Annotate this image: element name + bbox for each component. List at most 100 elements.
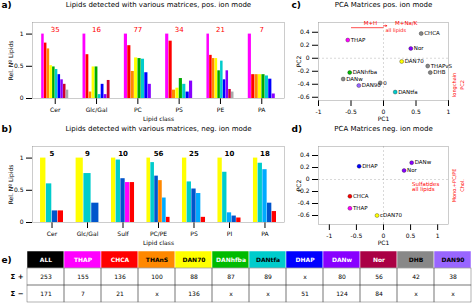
svg-text:0: 0: [383, 80, 387, 86]
svg-text:89: 89: [264, 273, 272, 280]
svg-text:1: 1: [447, 108, 451, 115]
svg-text:Σ −: Σ −: [10, 290, 23, 298]
svg-text:DAN70: DAN70: [405, 58, 425, 64]
svg-text:-0.5: -0.5: [351, 232, 363, 239]
svg-text:DANw: DANw: [332, 256, 353, 263]
svg-text:PS: PS: [190, 230, 198, 237]
svg-text:DHAP: DHAP: [295, 256, 315, 263]
svg-text:1: 1: [436, 232, 440, 239]
svg-text:THAP: THAP: [352, 205, 368, 211]
svg-text:b): b): [2, 124, 13, 134]
svg-text:PE: PE: [217, 106, 225, 113]
svg-text:DANhfba: DANhfba: [216, 256, 246, 263]
svg-text:0.5: 0.5: [14, 62, 24, 69]
svg-text:THAPvS: THAPvS: [430, 63, 453, 69]
svg-text:0.4: 0.4: [300, 28, 310, 35]
svg-text:PC2: PC2: [295, 56, 302, 68]
svg-text:Glc/Gal: Glc/Gal: [86, 106, 108, 113]
svg-text:ALL: ALL: [40, 256, 52, 263]
svg-text:171: 171: [40, 290, 52, 297]
svg-text:77: 77: [133, 26, 142, 34]
svg-text:Lipid class: Lipid class: [143, 115, 174, 123]
svg-text:PC2: PC2: [295, 180, 302, 192]
svg-text:PCA Matrices pos. ion mode: PCA Matrices pos. ion mode: [335, 1, 433, 9]
svg-text:all lipids: all lipids: [386, 27, 407, 34]
svg-text:x: x: [451, 290, 455, 297]
svg-text:THAP: THAP: [74, 256, 93, 263]
svg-text:155: 155: [77, 273, 89, 280]
svg-text:x: x: [414, 290, 418, 297]
svg-text:10: 10: [225, 150, 235, 158]
svg-text:x: x: [266, 290, 270, 297]
svg-text:M+H: M+H: [364, 20, 378, 26]
svg-text:Glc/Gal: Glc/Gal: [77, 230, 99, 237]
svg-text:Σ +: Σ +: [10, 273, 23, 281]
svg-text:-0.6: -0.6: [298, 93, 310, 100]
svg-text:CHCA: CHCA: [111, 256, 130, 263]
svg-text:-0.6: -0.6: [298, 211, 310, 218]
svg-text:0.2: 0.2: [300, 163, 310, 170]
svg-text:-0.4: -0.4: [298, 80, 310, 87]
svg-text:253: 253: [40, 273, 52, 280]
svg-text:Rel. Nº Lipids: Rel. Nº Lipids: [7, 165, 15, 205]
svg-text:PI: PI: [227, 230, 233, 237]
svg-text:38: 38: [449, 273, 457, 280]
svg-text:PC/PE: PC/PE: [150, 230, 167, 237]
svg-text:0.5: 0.5: [411, 108, 421, 115]
svg-text:Cer: Cer: [50, 106, 61, 113]
svg-text:cDAN70: cDAN70: [380, 212, 403, 218]
svg-text:DAN70: DAN70: [183, 256, 206, 263]
svg-text:7: 7: [260, 26, 264, 34]
svg-text:56: 56: [375, 273, 383, 280]
svg-text:Lipid class: Lipid class: [143, 239, 174, 247]
svg-text:DANtfa: DANtfa: [398, 89, 417, 95]
svg-text:21: 21: [116, 290, 124, 297]
svg-text:CHCA: CHCA: [353, 193, 369, 199]
svg-text:PS: PS: [175, 106, 183, 113]
svg-text:87: 87: [227, 273, 235, 280]
svg-text:Mono.+PC/PE: Mono.+PC/PE: [451, 169, 457, 203]
svg-text:Nor: Nor: [373, 256, 385, 263]
svg-text:PA: PA: [258, 106, 266, 113]
svg-text:PCA Matrices neg. ion mode: PCA Matrices neg. ion mode: [334, 125, 432, 133]
svg-text:DHB: DHB: [409, 256, 424, 263]
svg-text:-1: -1: [326, 232, 332, 239]
svg-text:c): c): [292, 0, 301, 10]
svg-text:PC: PC: [134, 106, 142, 113]
svg-text:18: 18: [260, 150, 270, 158]
svg-text:0.2: 0.2: [300, 41, 310, 48]
svg-text:124: 124: [336, 290, 348, 297]
svg-text:PA: PA: [261, 230, 269, 237]
svg-text:DANw: DANw: [346, 76, 363, 82]
svg-text:0: 0: [20, 94, 24, 101]
svg-text:x: x: [303, 273, 307, 280]
svg-text:10: 10: [118, 150, 128, 158]
svg-text:a): a): [2, 0, 12, 10]
svg-text:d): d): [292, 124, 303, 134]
svg-text:Cer: Cer: [47, 230, 58, 237]
svg-text:Nor: Nor: [414, 45, 424, 51]
svg-text:56: 56: [154, 150, 164, 158]
svg-text:PC1: PC1: [378, 239, 390, 246]
svg-text:x: x: [155, 290, 159, 297]
svg-text:25: 25: [189, 150, 199, 158]
svg-text:Lipids detected with various m: Lipids detected with various matrices, n…: [65, 125, 251, 133]
svg-text:DANtfa: DANtfa: [256, 256, 280, 263]
svg-text:DANhfba: DANhfba: [353, 69, 377, 75]
svg-text:1: 1: [20, 30, 24, 37]
svg-text:84: 84: [375, 290, 383, 297]
svg-text:DAN90: DAN90: [442, 256, 465, 263]
svg-text:x: x: [229, 290, 233, 297]
svg-text:21: 21: [216, 26, 225, 34]
svg-text:35: 35: [51, 26, 60, 34]
svg-text:Sulf: Sulf: [117, 230, 129, 237]
svg-text:PC2: PC2: [459, 80, 465, 90]
svg-text:DAN90: DAN90: [362, 82, 382, 88]
svg-text:0: 0: [20, 218, 24, 225]
svg-text:CHCA: CHCA: [424, 30, 440, 36]
svg-text:0.5: 0.5: [406, 232, 416, 239]
svg-text:longchain: longchain: [451, 73, 458, 97]
svg-text:16: 16: [92, 26, 101, 34]
svg-text:all lipids: all lipids: [412, 186, 435, 193]
svg-text:DHB: DHB: [433, 69, 445, 75]
